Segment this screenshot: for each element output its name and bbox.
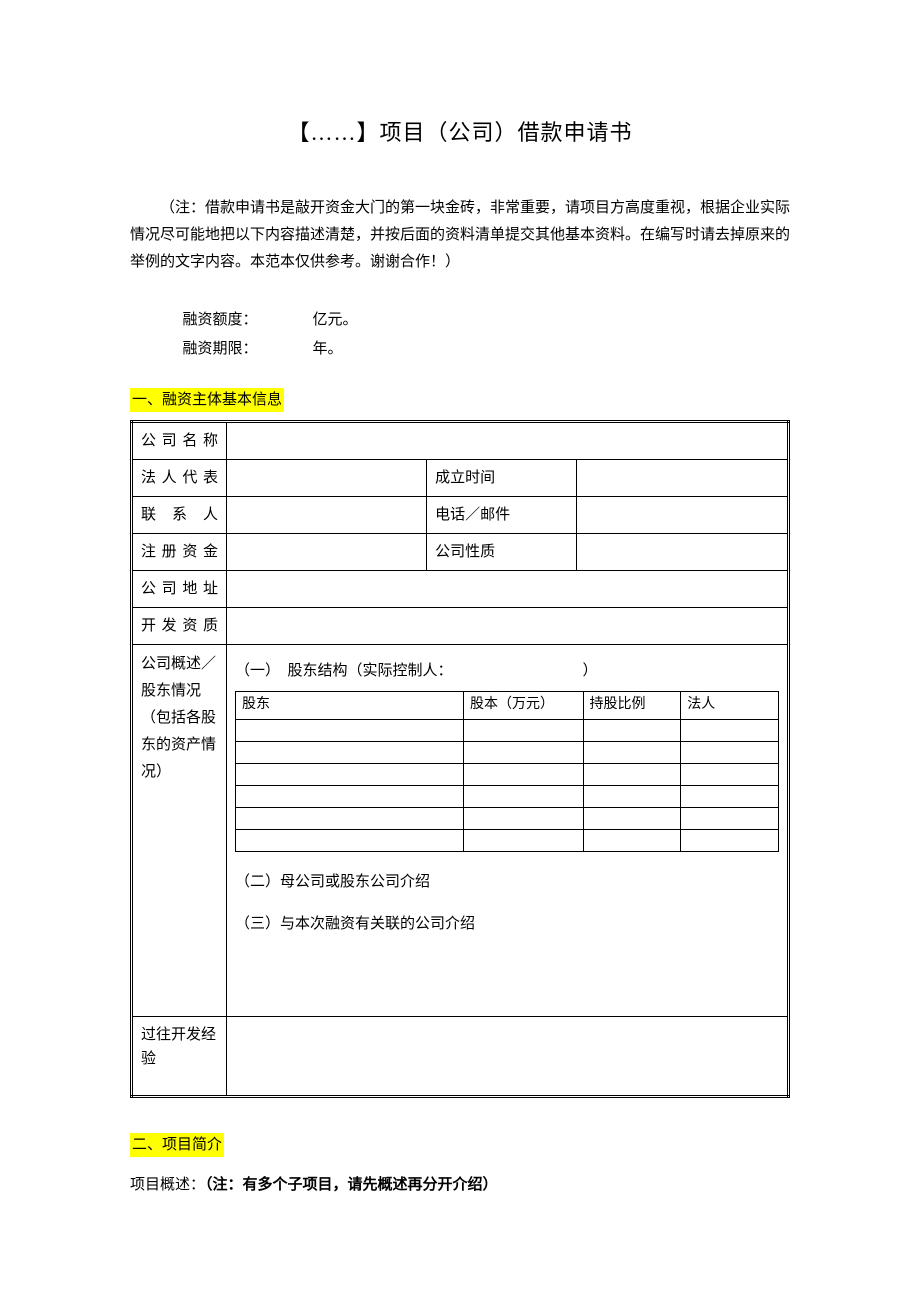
label-establish-time: 成立时间 (427, 460, 577, 497)
label-phone-mail: 电话／邮件 (427, 497, 577, 534)
label-company-nature: 公司性质 (427, 534, 577, 571)
value-legal-rep[interactable] (227, 460, 427, 497)
overview-h3: （三）与本次融资有关联的公司介绍 (235, 912, 779, 936)
value-reg-capital[interactable] (227, 534, 427, 571)
label-company-name: 公司名称 (132, 422, 227, 460)
overview-h1: （一） 股东结构（实际控制人： ） (235, 659, 779, 683)
finance-period-unit: 年。 (313, 341, 343, 357)
label-dev-qual: 开发资质 (132, 608, 227, 645)
value-company-name[interactable] (227, 422, 789, 460)
finance-amount-label: 融资额度： (183, 306, 258, 335)
table-row: 开发资质 (132, 608, 789, 645)
value-dev-qual[interactable] (227, 608, 789, 645)
table-row: 公司概述／股东情况（包括各股东的资产情况） （一） 股东结构（实际控制人： ） 股… (132, 645, 789, 1016)
label-past-dev: 过往开发经验 (132, 1016, 227, 1096)
table-row: 股东 股本（万元） 持股比例 法人 (236, 692, 779, 719)
section1-header: 一、融资主体基本信息 (130, 388, 284, 412)
value-address[interactable] (227, 571, 789, 608)
inner-header-legal: 法人 (681, 692, 779, 719)
inner-header-ratio: 持股比例 (583, 692, 681, 719)
value-establish-time[interactable] (577, 460, 789, 497)
value-company-nature[interactable] (577, 534, 789, 571)
inner-header-shareholder: 股东 (236, 692, 464, 719)
finance-amount-unit: 亿元。 (313, 312, 358, 328)
table-row: 公司名称 (132, 422, 789, 460)
label-reg-capital: 注册资金 (132, 534, 227, 571)
table-row: 注册资金 公司性质 (132, 534, 789, 571)
label-address: 公司地址 (132, 571, 227, 608)
overview-h1-suffix: ） (583, 663, 598, 679)
label-overview: 公司概述／股东情况（包括各股东的资产情况） (132, 645, 227, 1016)
finance-period-row: 融资期限： 年。 (183, 335, 791, 364)
table-row: 法人代表 成立时间 (132, 460, 789, 497)
overview-h1-prefix: （一） 股东结构（实际控制人： (235, 663, 453, 679)
overview-cell: （一） 股东结构（实际控制人： ） 股东 股本（万元） 持股比例 法人 (227, 645, 789, 1016)
document-title: 【……】项目（公司）借款申请书 (130, 115, 790, 150)
value-past-dev[interactable] (227, 1016, 789, 1096)
section1-header-wrap: 一、融资主体基本信息 (130, 388, 790, 420)
finance-amount-row: 融资额度： 亿元。 (183, 306, 791, 335)
project-desc-prefix: 项目概述： (130, 1177, 205, 1193)
label-legal-rep: 法人代表 (132, 460, 227, 497)
table-row: 公司地址 (132, 571, 789, 608)
table-row[interactable] (236, 785, 779, 807)
table-row: 过往开发经验 (132, 1016, 789, 1096)
shareholder-table: 股东 股本（万元） 持股比例 法人 (235, 691, 779, 851)
finance-info-block: 融资额度： 亿元。 融资期限： 年。 (183, 306, 791, 363)
project-description: 项目概述：（注：有多个子项目，请先概述再分开介绍） (130, 1173, 790, 1197)
intro-note: （注：借款申请书是敲开资金大门的第一块金砖，非常重要，请项目方高度重视，根据企业… (130, 195, 790, 276)
table-row: 联系人 电话／邮件 (132, 497, 789, 534)
table-row[interactable] (236, 719, 779, 741)
overview-h2: （二）母公司或股东公司介绍 (235, 870, 779, 894)
section2-header: 二、项目简介 (130, 1133, 224, 1157)
entity-info-table: 公司名称 法人代表 成立时间 联系人 电话／邮件 注册资金 公司性质 公司地址 … (130, 420, 790, 1097)
table-row[interactable] (236, 807, 779, 829)
project-desc-note: （注：有多个子项目，请先概述再分开介绍） (205, 1177, 498, 1193)
section2-header-wrap: 二、项目简介 (130, 1133, 790, 1165)
table-row[interactable] (236, 763, 779, 785)
value-contact[interactable] (227, 497, 427, 534)
table-row[interactable] (236, 829, 779, 851)
finance-period-label: 融资期限： (183, 335, 258, 364)
label-contact: 联系人 (132, 497, 227, 534)
value-phone-mail[interactable] (577, 497, 789, 534)
inner-header-capital: 股本（万元） (464, 692, 583, 719)
table-row[interactable] (236, 741, 779, 763)
